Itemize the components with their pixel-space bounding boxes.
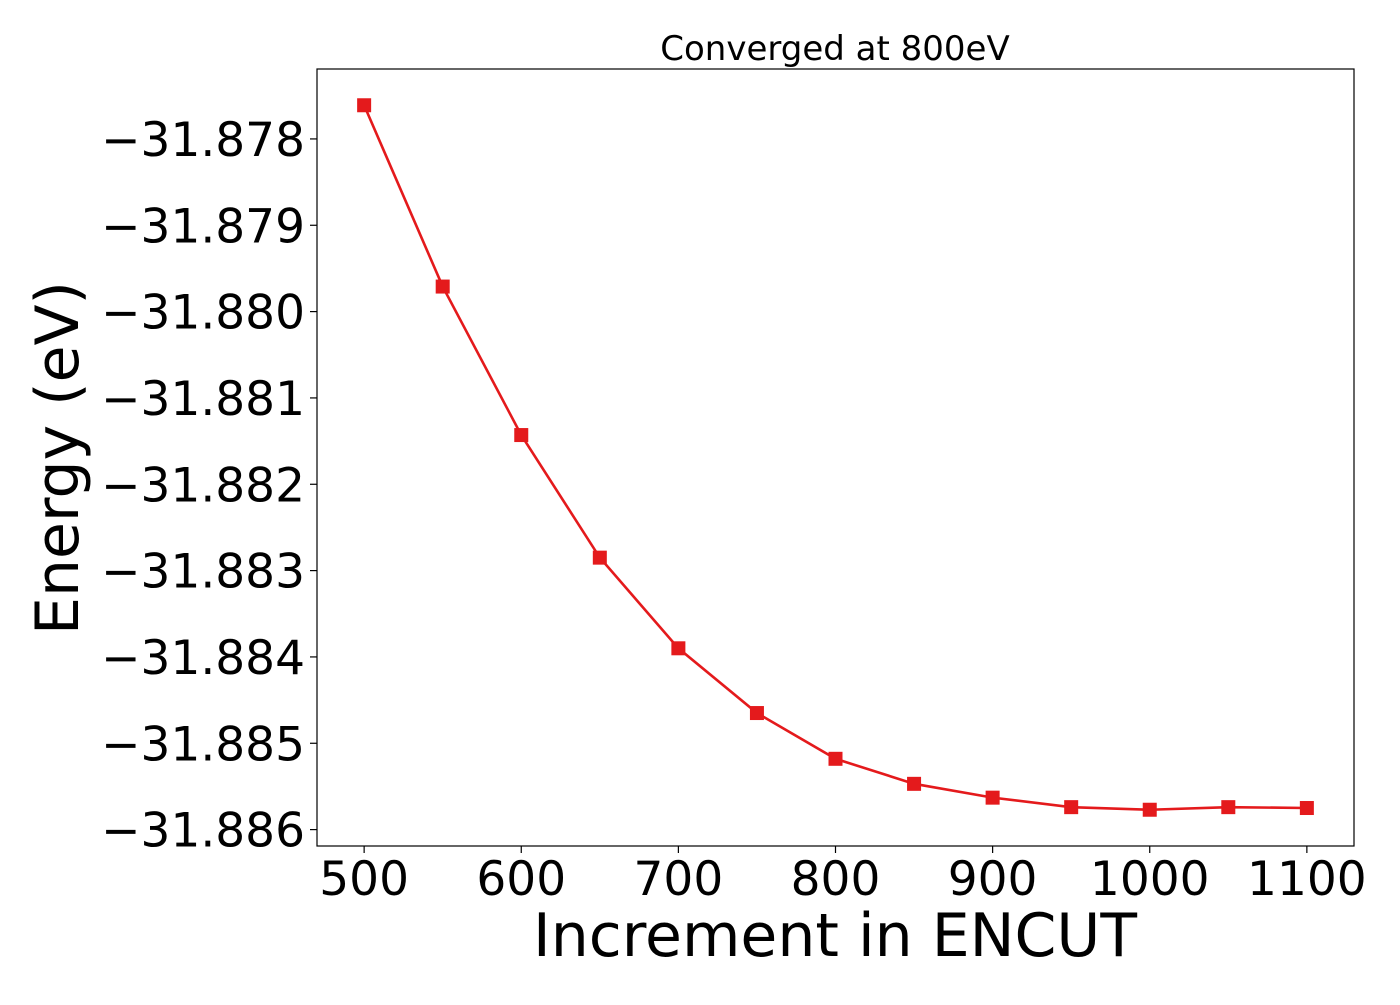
x-axis-label: Increment in ENCUT (533, 901, 1137, 971)
y-axis: −31.878 −31.879 −31.880 −31.881 −31.882 −31.8… (101, 113, 317, 859)
x-axis: 500 600 700 800 900 1000 1100 (319, 846, 1367, 907)
plot-area-frame (316, 68, 1355, 847)
y-tick-label: −31.881 (101, 372, 305, 427)
x-tick-label: 1100 (1247, 852, 1367, 907)
data-point-marker (357, 98, 372, 113)
x-tick-label: 500 (319, 852, 409, 907)
y-tick-label: −31.883 (101, 545, 305, 600)
x-tick-label: 800 (791, 852, 881, 907)
y-tick-label: −31.886 (101, 804, 305, 859)
data-point-marker (1221, 800, 1236, 815)
x-tick-label: 1000 (1090, 852, 1210, 907)
data-point-marker (1064, 800, 1079, 815)
data-point-marker (1299, 801, 1314, 816)
x-tick-label: 900 (948, 852, 1038, 907)
data-point-marker (435, 279, 450, 294)
data-point-marker (749, 706, 764, 721)
y-tick-label: −31.882 (101, 458, 305, 513)
x-tick-label: 700 (634, 852, 724, 907)
y-axis-label: Energy (eV) (23, 281, 93, 635)
data-point-marker (907, 776, 922, 791)
data-point-marker (592, 550, 607, 565)
y-tick-label: −31.878 (101, 113, 305, 168)
series-layer (357, 98, 1314, 817)
y-tick-label: −31.885 (101, 717, 305, 772)
data-point-marker (514, 428, 529, 443)
y-tick-label: −31.880 (101, 286, 305, 341)
series-line (362, 104, 1307, 812)
data-point-marker (1142, 802, 1157, 817)
y-tick-label: −31.879 (101, 199, 305, 254)
data-point-marker (828, 751, 843, 766)
x-tick-label: 600 (476, 852, 566, 907)
data-point-marker (671, 641, 686, 656)
chart-title: Converged at 800eV (660, 29, 1009, 69)
y-tick-label: −31.884 (101, 631, 305, 686)
data-point-marker (985, 790, 1000, 805)
